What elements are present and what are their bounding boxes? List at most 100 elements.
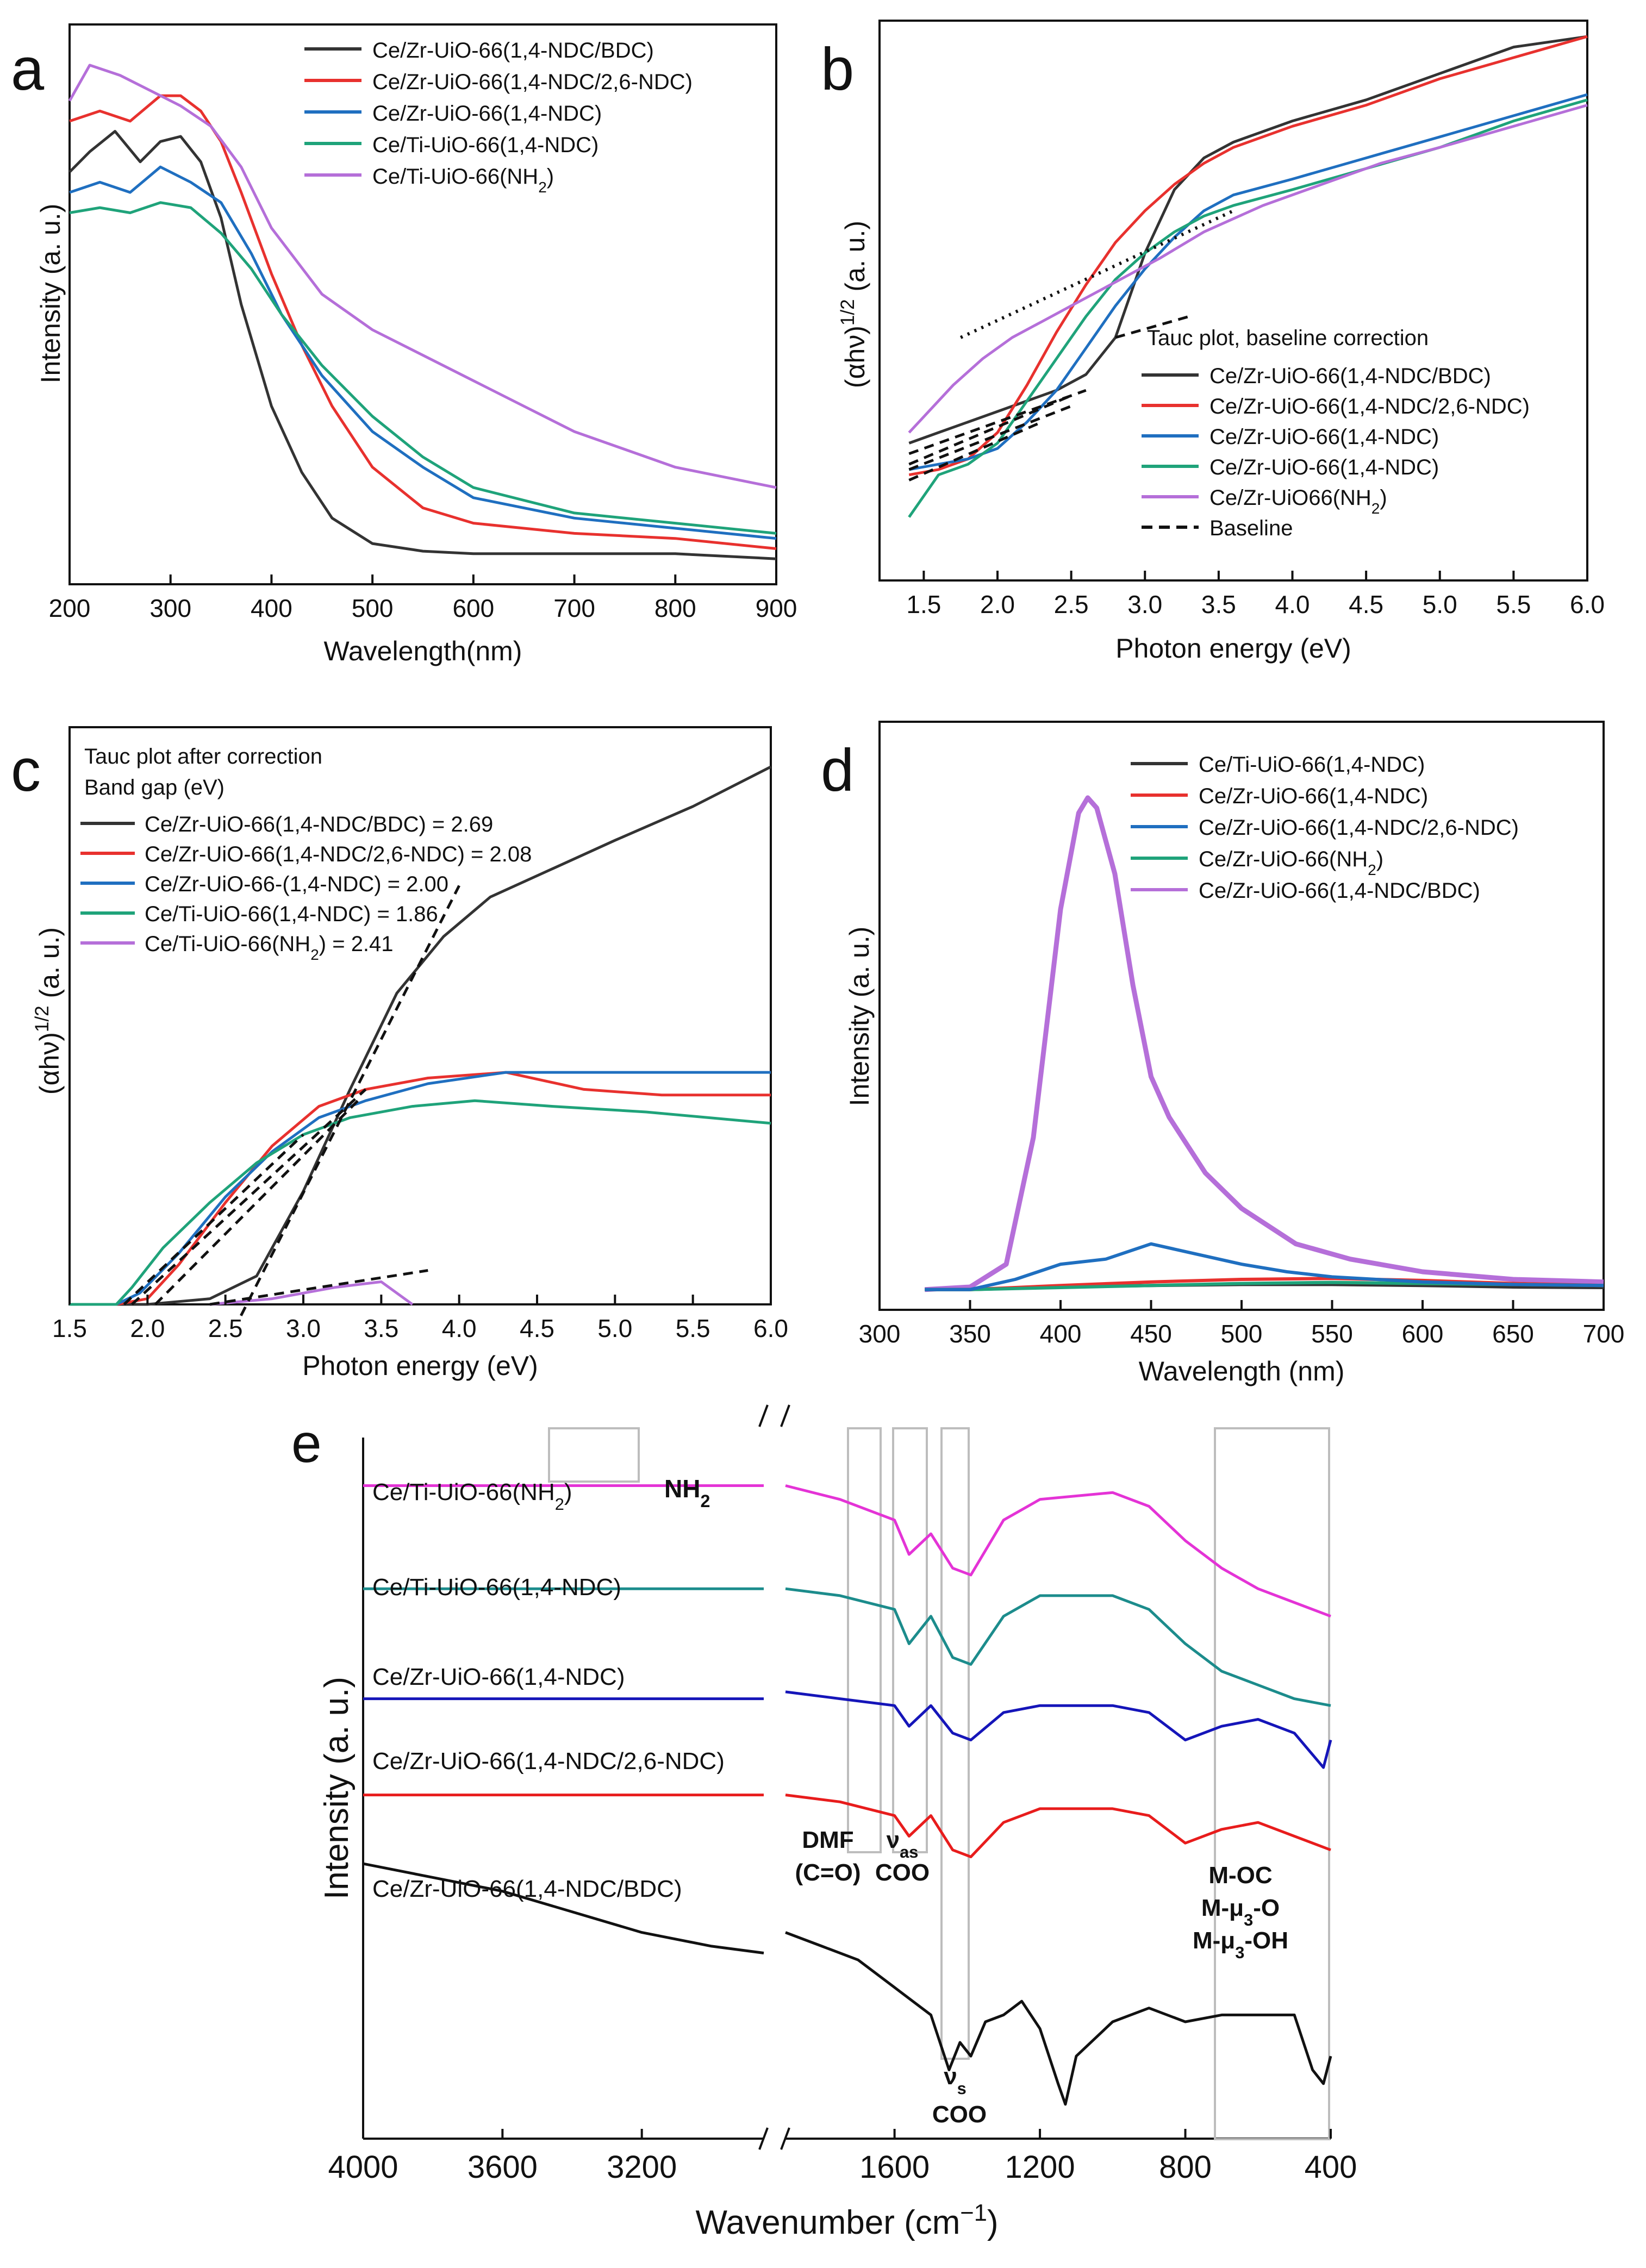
legend-subtitle-c: Band gap (eV) bbox=[84, 776, 225, 799]
annotation-metal-e: M-OC bbox=[1208, 1862, 1272, 1889]
annotation-box-e bbox=[847, 1427, 882, 1853]
fit-line-c-4 bbox=[209, 1269, 428, 1306]
series-line-c-2 bbox=[70, 1071, 771, 1306]
x-axis-label-a: Wavelength(nm) bbox=[324, 636, 522, 666]
legend-label-a-1: Ce/Zr-UiO-66(1,4-NDC/2,6-NDC) bbox=[372, 70, 693, 94]
series-line-e-1 bbox=[785, 1587, 1331, 1707]
fit-line-c-3 bbox=[123, 1133, 304, 1305]
series-line-c-1 bbox=[70, 1071, 771, 1306]
fit-line-c-2 bbox=[131, 1088, 367, 1305]
series-label-e-1: Ce/Ti-UiO-66(1,4-NDC) bbox=[372, 1574, 621, 1601]
legend-title-c: Tauc plot after correction bbox=[84, 745, 322, 769]
series-line-e-0 bbox=[785, 1484, 1331, 1618]
annotation-vas-e: νas bbox=[887, 1827, 919, 1861]
x-tick-label-0: 900 bbox=[756, 594, 797, 622]
plot-frame-c bbox=[68, 726, 772, 1305]
panel-label-a: a bbox=[11, 36, 45, 103]
legend-label-c-3: Ce/Ti-UiO-66(1,4-NDC) = 1.86 bbox=[145, 902, 438, 926]
x-tick-label-2: 6.0 bbox=[753, 1314, 788, 1342]
baseline-line-b-2 bbox=[908, 394, 1072, 466]
legend-label-d-1: Ce/Zr-UiO-66(1,4-NDC) bbox=[1199, 784, 1428, 808]
x-tick-label-3: 500 bbox=[1221, 1320, 1263, 1348]
series-line-a-1 bbox=[69, 94, 777, 550]
series-label-e-2: Ce/Zr-UiO-66(1,4-NDC) bbox=[372, 1664, 625, 1690]
y-axis-label-d: Intensity (a. u.) bbox=[844, 927, 875, 1107]
x-tick-label-1: 6.0 bbox=[1570, 590, 1605, 618]
annotation-metal-e: M-μ3-O bbox=[1201, 1895, 1280, 1929]
x-tick-label-2: 2.5 bbox=[208, 1314, 243, 1342]
x-tick-label-2: 2.0 bbox=[130, 1314, 165, 1342]
x-tick-label-0: 600 bbox=[452, 594, 494, 622]
legend-label-b-4: Ce/Zr-UiO66(NH2) bbox=[1209, 486, 1387, 517]
annotation-box-e bbox=[892, 1427, 928, 1853]
series-line-d-2 bbox=[925, 1242, 1604, 1291]
x-tick-label-1: 5.5 bbox=[1496, 590, 1531, 618]
x-tick-label-0: 700 bbox=[553, 594, 595, 622]
panel-label-e: e bbox=[291, 1413, 322, 1474]
x-tick-label-e: 400 bbox=[1305, 2150, 1357, 2185]
series-line-b-2 bbox=[908, 93, 1588, 471]
x-tick-label-1: 4.5 bbox=[1349, 590, 1383, 618]
legend-label-d-2: Ce/Zr-UiO-66(1,4-NDC/2,6-NDC) bbox=[1199, 816, 1519, 840]
axis-break-mark-e bbox=[780, 2127, 790, 2150]
series-line-e-4 bbox=[785, 1931, 1332, 2106]
x-tick-label-3: 450 bbox=[1130, 1320, 1172, 1348]
plot-frame-b bbox=[878, 20, 1588, 582]
x-tick-label-1: 3.0 bbox=[1127, 590, 1162, 618]
x-tick-label-2: 1.5 bbox=[52, 1314, 87, 1342]
panel-e: Ce/Ti-UiO-66(NH2) Ce/Ti-UiO-66(1,4-NDC) Ce… bbox=[291, 1404, 1357, 2241]
baseline-line-b-1 bbox=[908, 404, 1072, 471]
x-tick-label-3: 700 bbox=[1583, 1320, 1625, 1348]
legend-label-c-1: Ce/Zr-UiO-66(1,4-NDC/2,6-NDC) = 2.08 bbox=[145, 842, 532, 866]
y-axis-label-c: (αhν)1/2 (a. u.) bbox=[32, 927, 65, 1095]
plot-frame-a bbox=[68, 23, 777, 585]
x-tick-label-e: 3200 bbox=[607, 2150, 677, 2185]
baseline-line-b-4 bbox=[1115, 315, 1190, 339]
x-tick-label-3: 650 bbox=[1492, 1320, 1534, 1348]
x-tick-label-e: 4000 bbox=[328, 2150, 398, 2185]
x-tick-label-0: 800 bbox=[654, 594, 696, 622]
legend-label-d-0: Ce/Ti-UiO-66(1,4-NDC) bbox=[1199, 753, 1425, 777]
axis-break-mark-e bbox=[780, 1404, 790, 1427]
annotation-dmf-e: DMF bbox=[802, 1827, 853, 1853]
legend-label-c-2: Ce/Zr-UiO-66-(1,4-NDC) = 2.00 bbox=[145, 872, 448, 896]
legend-label-a-4: Ce/Ti-UiO-66(NH2) bbox=[372, 165, 554, 196]
series-line-a-4 bbox=[68, 64, 777, 489]
x-tick-label-2: 4.5 bbox=[520, 1314, 554, 1342]
x-tick-label-2: 3.5 bbox=[364, 1314, 398, 1342]
annotation-box-e bbox=[1214, 1427, 1330, 2140]
x-axis-label-b: Photon energy (eV) bbox=[1115, 633, 1351, 664]
series-line-d-4 bbox=[925, 795, 1604, 1292]
legend-label-b-3: Ce/Zr-UiO-66(1,4-NDC) bbox=[1209, 455, 1439, 479]
plot-frame-d bbox=[878, 721, 1605, 1311]
series-line-a-0 bbox=[68, 130, 777, 560]
x-tick-label-1: 2.0 bbox=[980, 590, 1015, 618]
series-line-a-3 bbox=[69, 201, 777, 535]
series-line-b-4 bbox=[908, 104, 1588, 434]
series-line-c-3 bbox=[70, 1099, 771, 1306]
legend-label-b-baseline: Baseline bbox=[1209, 516, 1293, 540]
legend-label-b-2: Ce/Zr-UiO-66(1,4-NDC) bbox=[1209, 425, 1439, 449]
x-tick-label-2: 5.5 bbox=[676, 1314, 710, 1342]
series-line-e-4 bbox=[363, 1862, 764, 1954]
x-tick-label-e: 800 bbox=[1159, 2150, 1212, 2185]
x-tick-label-3: 400 bbox=[1040, 1320, 1082, 1348]
axis-break-mark-e bbox=[758, 2127, 769, 2150]
legend-label-b-0: Ce/Zr-UiO-66(1,4-NDC/BDC) bbox=[1209, 364, 1491, 388]
x-tick-label-e: 1200 bbox=[1005, 2150, 1075, 2185]
legend-label-b-1: Ce/Zr-UiO-66(1,4-NDC/2,6-NDC) bbox=[1209, 395, 1530, 418]
panel-b: 1.5 2.0 2.5 3.0 3.5 4.0 4.5 5.0 5.5 6.0 Photon ene… bbox=[821, 20, 1605, 664]
series-line-c-4 bbox=[209, 1280, 414, 1306]
series-label-e-4: Ce/Zr-UiO-66(1,4-NDC/BDC) bbox=[372, 1876, 682, 1902]
series-line-e-3 bbox=[785, 1794, 1331, 1858]
x-tick-label-3: 600 bbox=[1402, 1320, 1444, 1348]
series-line-b-3 bbox=[908, 98, 1588, 518]
y-axis-label-e: Intensity (a. u.) bbox=[318, 1677, 356, 1900]
x-axis-label-c: Photon energy (eV) bbox=[302, 1351, 538, 1381]
x-tick-label-0: 400 bbox=[251, 594, 292, 622]
y-axis-label-b: (αhν)1/2 (a. u.) bbox=[837, 221, 871, 388]
annotation-box-e bbox=[548, 1427, 640, 1483]
series-line-c-0 bbox=[70, 765, 772, 1306]
x-tick-label-3: 350 bbox=[949, 1320, 991, 1348]
